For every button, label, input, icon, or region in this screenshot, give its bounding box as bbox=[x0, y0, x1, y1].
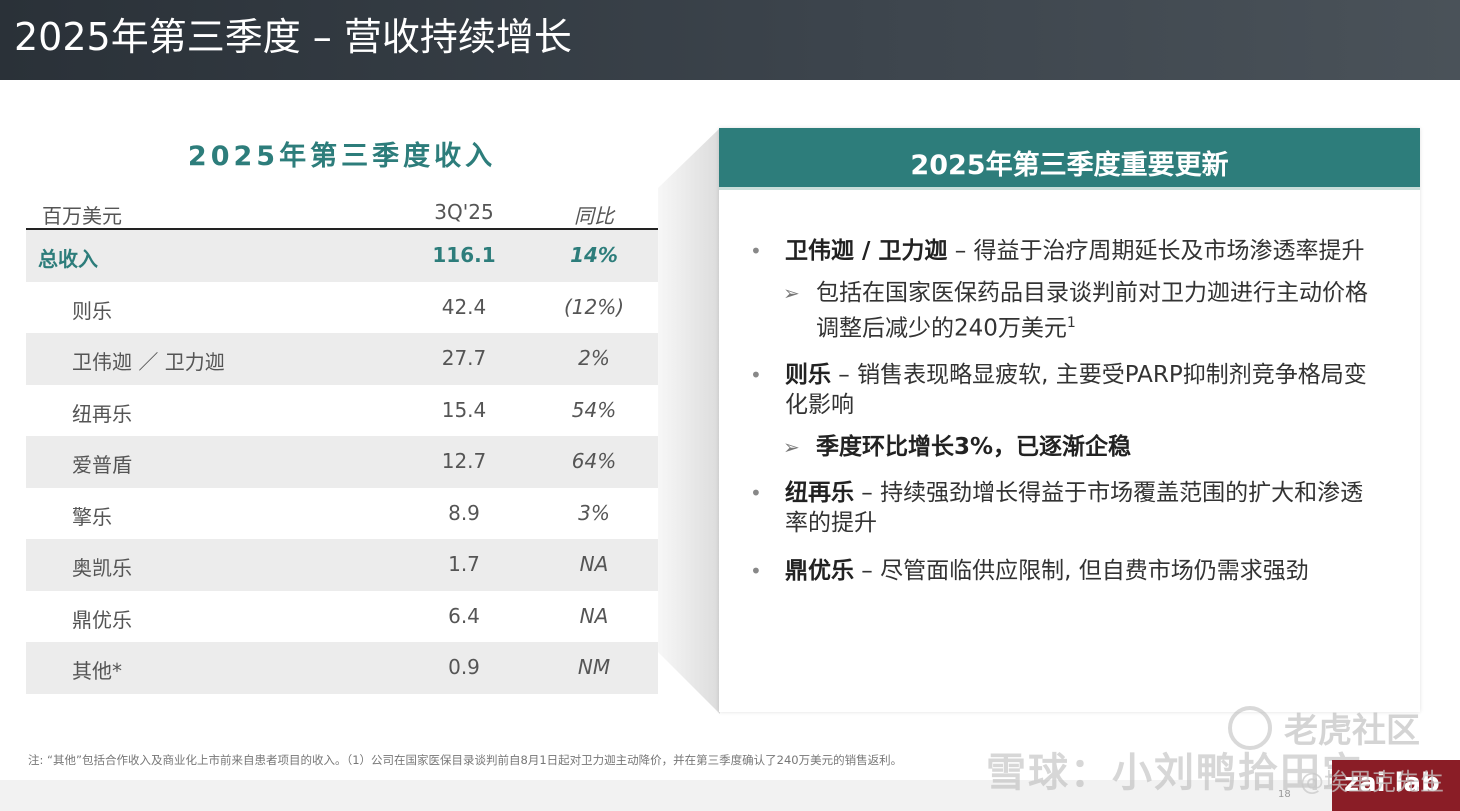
row-label: 其他* bbox=[72, 659, 122, 683]
item-text: – 持续强劲增长得益于市场覆盖范围的扩大和渗透率的提升 bbox=[785, 479, 1364, 536]
list-item: • 鼎优乐 – 尽管面临供应限制, 但自费市场仍需求强劲 bbox=[719, 556, 1420, 586]
page-number: 18 bbox=[1278, 789, 1291, 800]
sub-list-item: ➢ 包括在国家医保药品目录谈判前对卫力迦进行主动价格调整后减少的240万美元1 bbox=[719, 278, 1420, 344]
table-row: 卫伟迦 ／ 卫力迦 27.7 2% bbox=[26, 333, 658, 385]
row-yoy: 54% bbox=[571, 397, 617, 422]
watermark-xueqiu: 雪球：小刘鸭拾田宝 bbox=[986, 750, 1364, 796]
list-item: • 卫伟迦 / 卫力迦 – 得益于治疗周期延长及市场渗透率提升 bbox=[719, 236, 1420, 266]
sub-item-text: 季度环比增长3%，已逐渐企稳 bbox=[816, 433, 1132, 460]
revenue-table: 百万美元 3Q'25 同比 总收入 116.1 14% 则乐 42.4 (12%… bbox=[26, 196, 658, 694]
sub-item-text: 包括在国家医保药品目录谈判前对卫力迦进行主动价格调整后减少的240万美元 bbox=[816, 280, 1368, 342]
row-yoy: 14% bbox=[570, 243, 618, 267]
row-yoy: 64% bbox=[571, 449, 617, 473]
item-name: 纽再乐 bbox=[785, 479, 854, 506]
row-value: 1.7 bbox=[448, 552, 480, 576]
footnote-marker: 1 bbox=[1066, 315, 1076, 331]
row-yoy: NA bbox=[579, 552, 609, 576]
table-row-total: 总收入 116.1 14% bbox=[26, 230, 658, 282]
sub-list-item: ➢ 季度环比增长3%，已逐渐企稳 bbox=[719, 432, 1420, 462]
watermark-author: @埃里克先生 bbox=[1300, 768, 1444, 796]
row-yoy: 2% bbox=[578, 346, 610, 370]
item-text: – 得益于治疗周期延长及市场渗透率提升 bbox=[947, 238, 1365, 264]
connector-shading bbox=[658, 128, 720, 714]
row-value: 6.4 bbox=[448, 603, 480, 628]
row-value: 15.4 bbox=[441, 397, 487, 422]
row-value: 12.7 bbox=[441, 449, 487, 473]
item-name: 鼎优乐 bbox=[785, 557, 854, 584]
table-row: 鼎优乐 6.4 NA bbox=[26, 591, 658, 643]
column-header-yoy: 同比 bbox=[574, 204, 614, 228]
bullet-icon: • bbox=[750, 558, 762, 583]
logo-text: zai lab bbox=[1344, 768, 1440, 798]
row-label: 则乐 bbox=[72, 298, 112, 323]
row-yoy: NA bbox=[579, 603, 609, 628]
table-row: 擎乐 8.9 3% bbox=[26, 488, 658, 540]
table-row: 奥凯乐 1.7 NA bbox=[26, 539, 658, 591]
table-row: 纽再乐 15.4 54% bbox=[26, 385, 658, 437]
updates-panel-header: 2025年第三季度重要更新 bbox=[719, 128, 1420, 190]
item-name: 则乐 bbox=[785, 361, 831, 388]
row-yoy: NM bbox=[577, 655, 611, 679]
bullet-icon: • bbox=[750, 362, 762, 387]
updates-title: 2025年第三季度重要更新 bbox=[910, 150, 1229, 181]
item-text: – 销售表现略显疲软, 主要受PARP抑制剂竞争格局变化影响 bbox=[785, 361, 1367, 418]
row-yoy: 3% bbox=[578, 500, 610, 525]
header-bar: 2025年第三季度 – 营收持续增长 bbox=[0, 0, 1460, 80]
company-logo: zai lab bbox=[1332, 760, 1460, 811]
row-value: 27.7 bbox=[441, 346, 487, 370]
table-header: 百万美元 3Q'25 同比 bbox=[26, 196, 658, 230]
row-label: 鼎优乐 bbox=[72, 607, 132, 632]
column-header-unit: 百万美元 bbox=[42, 204, 122, 228]
updates-list: • 卫伟迦 / 卫力迦 – 得益于治疗周期延长及市场渗透率提升 ➢ 包括在国家医… bbox=[719, 236, 1420, 604]
item-name: 卫伟迦 / 卫力迦 bbox=[785, 238, 948, 264]
footnote: 注: “其他”包括合作收入及商业化上市前来自患者项目的收入。（1）公司在国家医保… bbox=[28, 753, 903, 767]
updates-panel: 2025年第三季度重要更新 • 卫伟迦 / 卫力迦 – 得益于治疗周期延长及市场… bbox=[719, 128, 1420, 712]
page-title: 2025年第三季度 – 营收持续增长 bbox=[14, 15, 572, 59]
list-item: • 则乐 – 销售表现略显疲软, 主要受PARP抑制剂竞争格局变化影响 bbox=[719, 360, 1420, 420]
row-yoy: (12%) bbox=[563, 294, 625, 319]
row-value: 116.1 bbox=[432, 243, 496, 267]
row-label: 爱普盾 bbox=[72, 453, 132, 477]
arrow-bullet-icon: ➢ bbox=[783, 434, 800, 459]
table-row: 爱普盾 12.7 64% bbox=[26, 436, 658, 488]
row-label: 总收入 bbox=[38, 247, 98, 271]
row-label: 卫伟迦 ／ 卫力迦 bbox=[72, 350, 225, 374]
row-label: 擎乐 bbox=[72, 504, 112, 529]
item-text: – 尽管面临供应限制, 但自费市场仍需求强劲 bbox=[854, 557, 1309, 584]
table-row: 则乐 42.4 (12%) bbox=[26, 282, 658, 334]
row-label: 纽再乐 bbox=[72, 401, 132, 426]
revenue-table-title: 2025年第三季度收入 bbox=[187, 141, 497, 172]
table-row: 其他* 0.9 NM bbox=[26, 642, 658, 694]
bullet-icon: • bbox=[750, 480, 762, 505]
arrow-bullet-icon: ➢ bbox=[783, 281, 800, 305]
watermark-community: 老虎社区 bbox=[1284, 711, 1420, 751]
row-value: 8.9 bbox=[448, 500, 480, 525]
row-value: 0.9 bbox=[448, 655, 480, 679]
column-header-period: 3Q'25 bbox=[434, 200, 494, 224]
row-label: 奥凯乐 bbox=[72, 556, 132, 580]
bullet-icon: • bbox=[750, 239, 762, 263]
row-value: 42.4 bbox=[441, 294, 487, 319]
list-item: • 纽再乐 – 持续强劲增长得益于市场覆盖范围的扩大和渗透率的提升 bbox=[719, 478, 1420, 538]
footer-bar bbox=[0, 780, 1460, 811]
watermark-logo-icon bbox=[1228, 706, 1272, 750]
